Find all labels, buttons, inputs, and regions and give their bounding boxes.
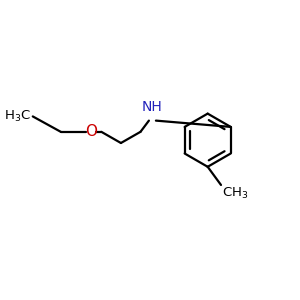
Text: H$_3$C: H$_3$C <box>4 109 32 124</box>
Text: CH$_3$: CH$_3$ <box>222 186 249 202</box>
Text: NH: NH <box>141 100 162 114</box>
Text: O: O <box>85 124 97 139</box>
